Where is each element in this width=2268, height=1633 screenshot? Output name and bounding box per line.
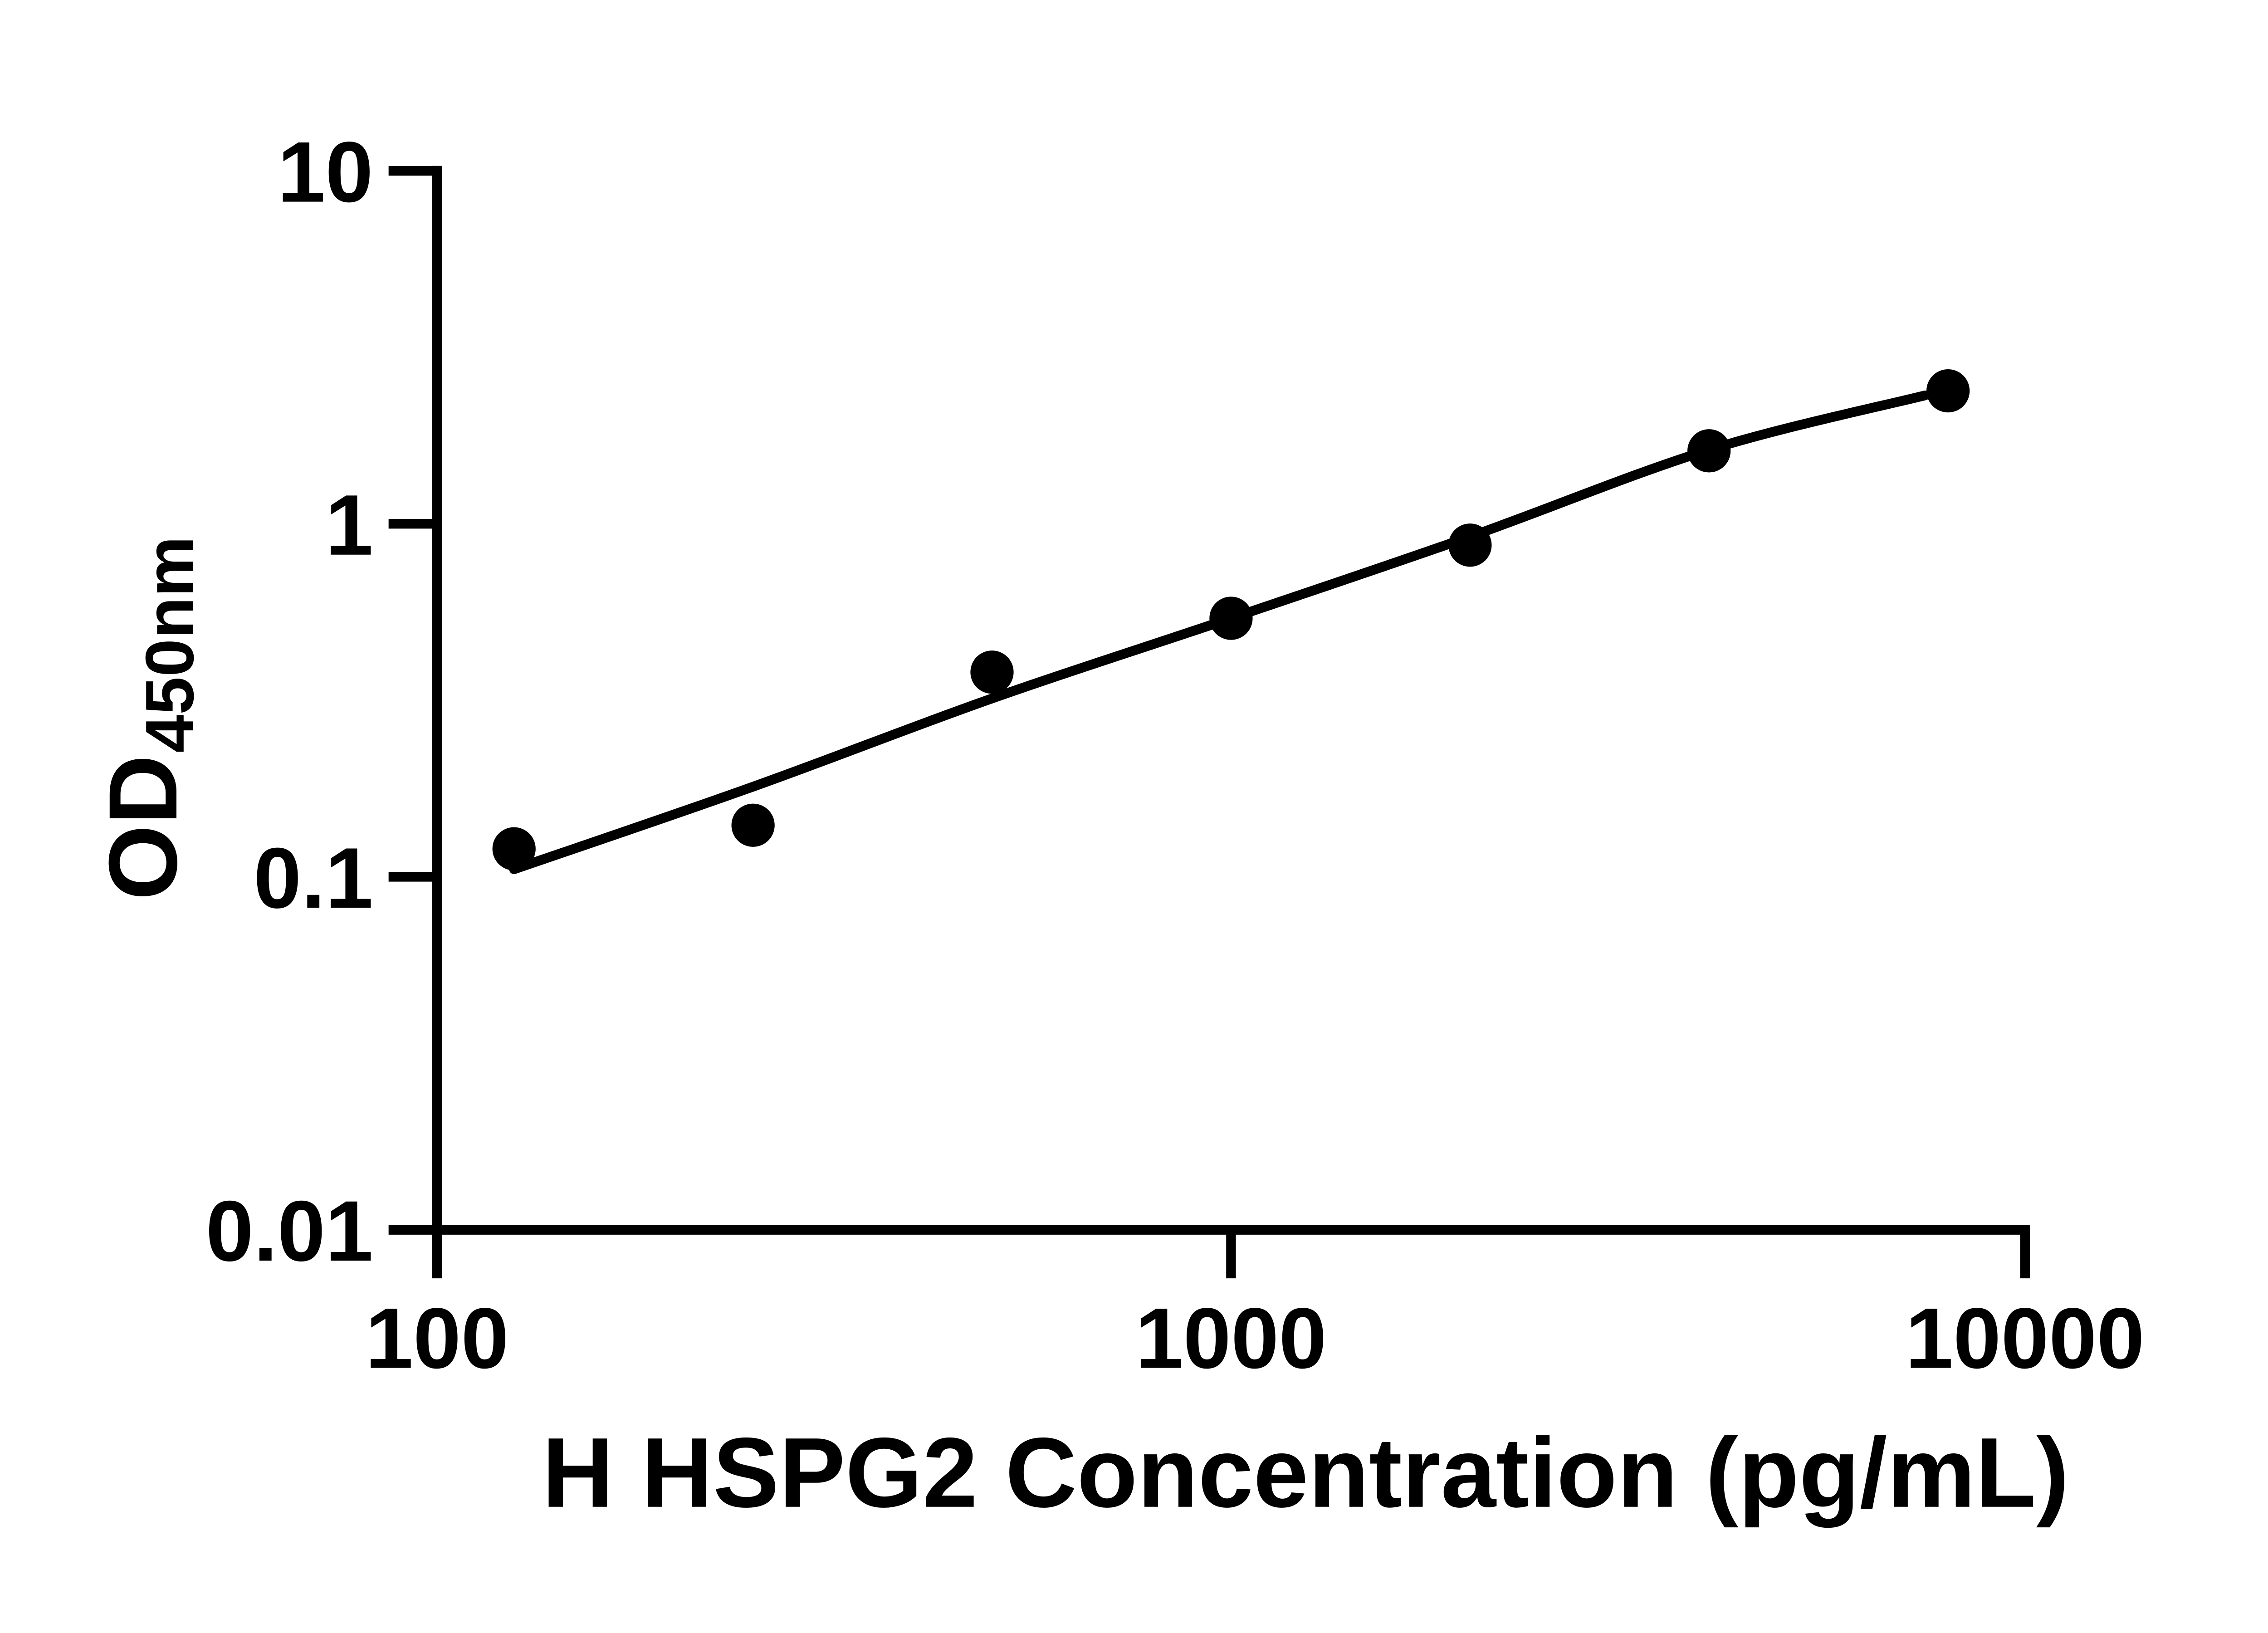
data-point — [970, 650, 1014, 694]
data-point — [492, 827, 536, 870]
x-ticks-group — [432, 1230, 2030, 1279]
x-axis-title: H HSPG2 Concentration (pg/mL) — [542, 1418, 2069, 1528]
data-points-group — [492, 369, 1970, 870]
y-axis-title: OD 450nm — [89, 536, 208, 900]
y-tick-label: 10 — [278, 124, 373, 220]
x-tick-label: 1000 — [1135, 1290, 1327, 1386]
y-tick-label: 0.01 — [206, 1183, 373, 1279]
y-tick-labels-group: 10 1 0.1 0.01 — [206, 124, 373, 1280]
y-tick-label: 1 — [325, 477, 373, 573]
data-point — [731, 803, 775, 847]
data-point — [1209, 596, 1253, 640]
data-point — [1448, 523, 1492, 567]
y-axis-title-main: OD — [89, 755, 197, 900]
data-point — [1687, 429, 1731, 473]
y-axis-title-subscript: 450nm — [132, 536, 208, 753]
x-tick-label: 100 — [365, 1290, 508, 1386]
x-tick-labels-group: 100 1000 10000 — [365, 1290, 2144, 1386]
chart-background — [0, 22, 2268, 1611]
y-ticks-group — [388, 166, 437, 1235]
y-tick-label: 0.1 — [254, 830, 373, 926]
data-point — [1926, 369, 1970, 413]
x-tick-label: 10000 — [1906, 1290, 2145, 1386]
